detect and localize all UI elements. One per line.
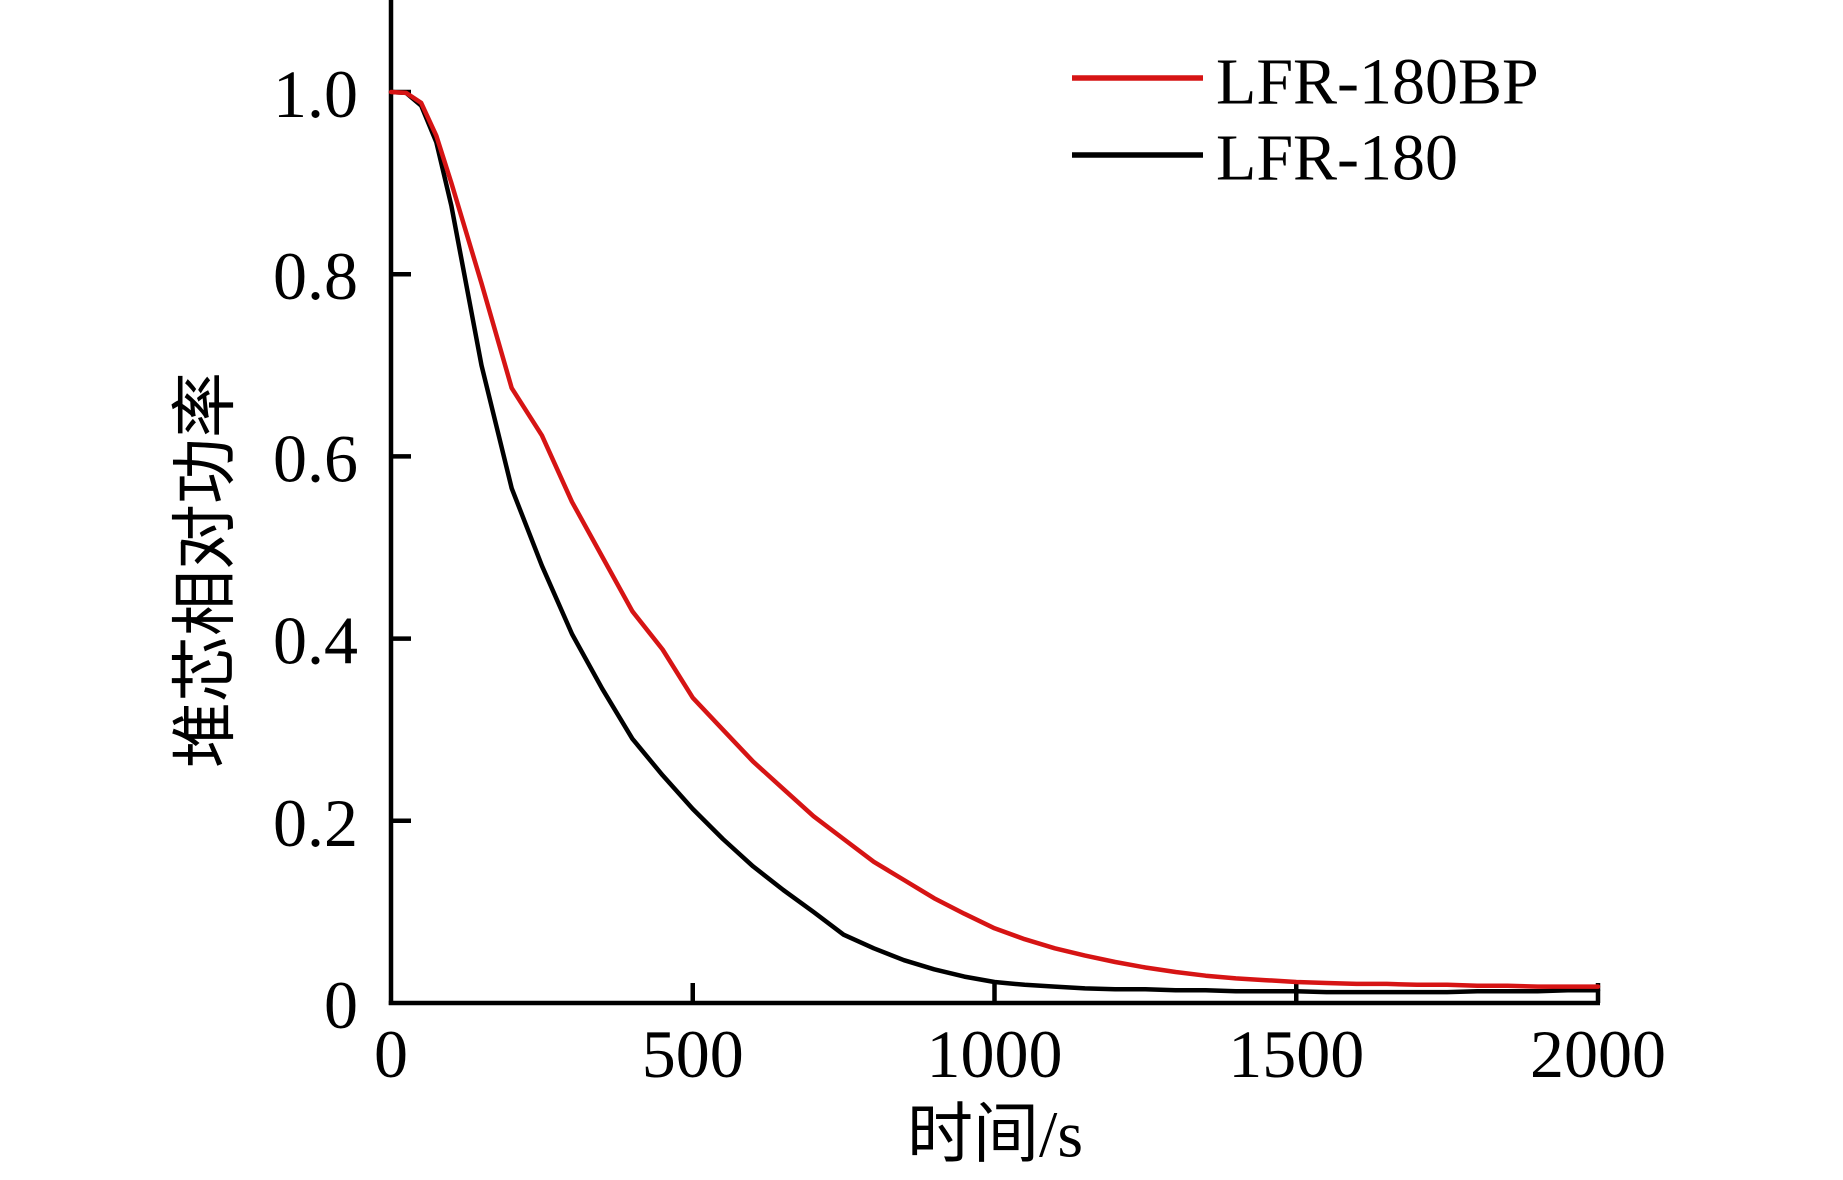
x-tick-label: 1000 [927,1016,1063,1092]
y-axis-title: 堆芯相对功率 [170,372,243,768]
y-tick-label: 1.0 [273,56,358,132]
x-axis-ticks [690,983,1299,1003]
y-axis-ticks [391,89,411,824]
legend: LFR-180BP LFR-180 [1072,46,1539,195]
x-tick-label: 2000 [1530,1016,1666,1092]
x-tick-label: 500 [642,1016,744,1092]
legend-label-lfr-180bp: LFR-180BP [1216,46,1539,119]
series-lines [388,89,1601,995]
legend-label-lfr-180: LFR-180 [1216,122,1458,195]
y-tick-label: 0.8 [273,238,358,314]
y-tick-label: 0.2 [273,785,358,861]
series-line-lfr-180 [388,89,1601,995]
y-tick-label: 0 [324,967,358,1043]
series-line-lfr-180bp [388,89,1601,989]
x-axis-tick-labels: 0 500 1000 1500 2000 [374,1016,1666,1092]
x-tick-label: 1500 [1228,1016,1364,1092]
y-axis-tick-labels: 0 0.2 0.4 0.6 0.8 1.0 [273,56,358,1043]
y-tick-label: 0.4 [273,603,358,679]
y-tick-label: 0.6 [273,420,358,496]
x-tick-label: 0 [374,1016,408,1092]
x-axis-title: 时间/s [907,1099,1083,1172]
